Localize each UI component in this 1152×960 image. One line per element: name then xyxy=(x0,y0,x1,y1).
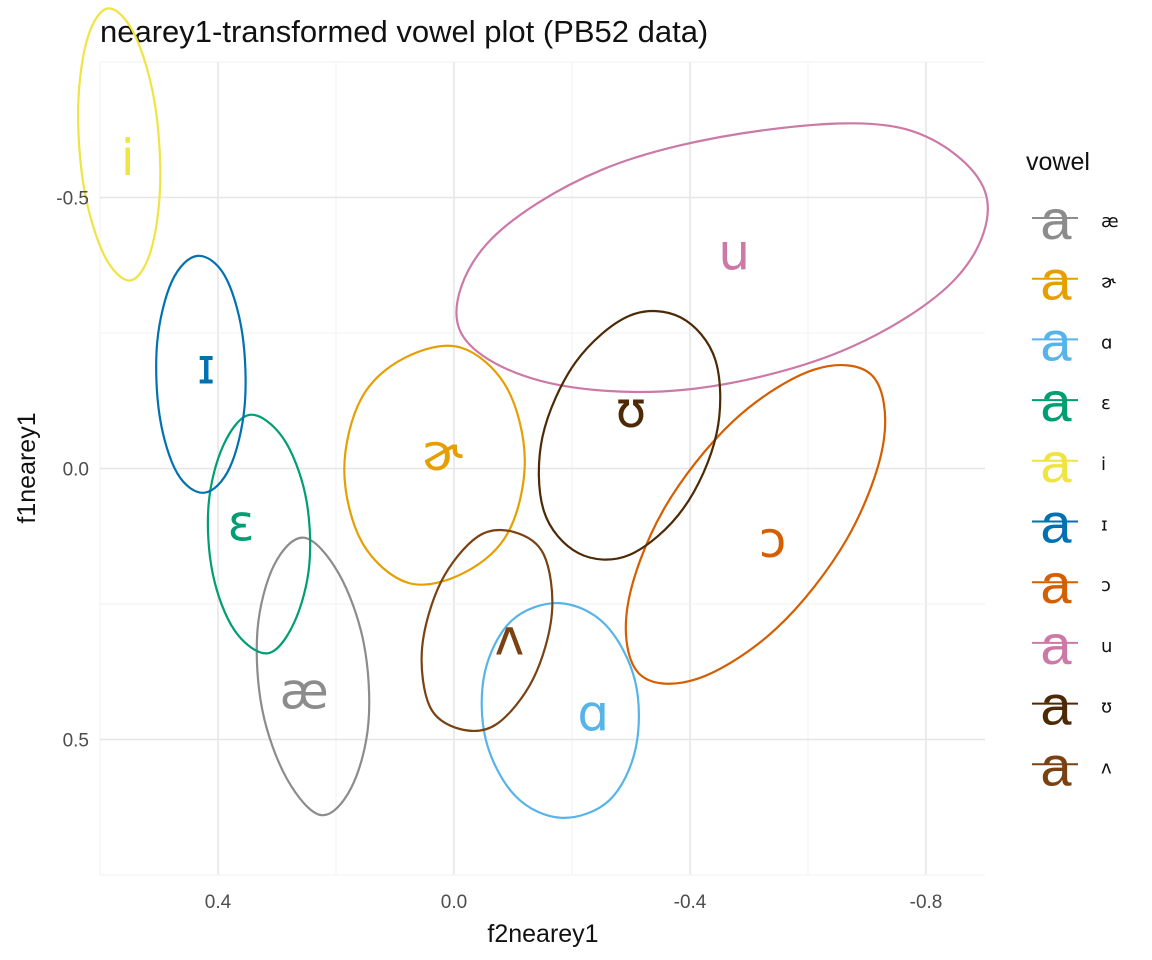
vowel-label: ʊ xyxy=(616,381,647,439)
legend-label: ɚ xyxy=(1101,272,1116,293)
x-tick-label: 0.4 xyxy=(205,892,232,913)
y-tick-label: 0.0 xyxy=(63,460,89,481)
vowel-label: ɚ xyxy=(422,424,463,482)
legend-label: ʌ xyxy=(1101,757,1112,778)
legend-key-glyph: a xyxy=(1040,734,1072,797)
vowel-label: i xyxy=(121,129,135,187)
vowel-ellipse xyxy=(480,601,640,819)
ellipse-layer xyxy=(77,7,989,819)
legend-label: ʊ xyxy=(1101,697,1112,718)
vowel-label: ɪ xyxy=(197,338,216,396)
y-axis-title: f1nearey1 xyxy=(13,412,41,523)
x-axis-title: f2nearey1 xyxy=(487,920,598,948)
vowel-ellipse xyxy=(255,536,371,817)
vowel-label: u xyxy=(718,224,750,282)
legend: a æ a ɚ a ɑ a ɛ a i a ɪ a ɔ a u a ʊ a ʌ xyxy=(1032,188,1119,797)
legend-key-glyph: a xyxy=(1040,370,1072,433)
legend-key-glyph: a xyxy=(1040,613,1072,676)
vowel-label: ɔ xyxy=(759,511,786,569)
vowel-label: ʌ xyxy=(495,609,525,667)
x-tick-label: -0.8 xyxy=(910,892,943,913)
y-tick-label: 0.5 xyxy=(63,731,89,752)
legend-key-glyph: a xyxy=(1040,674,1072,737)
grid xyxy=(99,61,985,876)
legend-key-glyph: a xyxy=(1040,249,1072,312)
legend-label: ɪ xyxy=(1101,515,1108,536)
tick-layer: 0.4 0.0 -0.4 -0.8 -0.5 0.0 0.5 xyxy=(56,189,942,914)
vowel-ellipse xyxy=(343,344,526,586)
vowel-ellipse xyxy=(420,528,554,733)
y-tick-label: -0.5 xyxy=(56,189,89,210)
vowel-ellipse xyxy=(624,364,887,685)
legend-key-glyph: a xyxy=(1040,188,1072,251)
legend-title: vowel xyxy=(1026,148,1090,176)
vowel-ellipse xyxy=(206,413,312,655)
vowel-label: æ xyxy=(280,663,329,721)
vowel-ellipse xyxy=(455,122,989,394)
vowel-label-layer: æ ɚ ɑ ɛ i ɪ ɔ u ʊ ʌ xyxy=(121,129,787,743)
vowel-ellipse xyxy=(77,7,162,282)
legend-label: ɔ xyxy=(1101,575,1111,596)
legend-label: u xyxy=(1101,636,1112,657)
legend-key-glyph: a xyxy=(1040,309,1072,372)
vowel-ellipse xyxy=(537,310,722,561)
legend-label: æ xyxy=(1101,211,1119,232)
legend-label: ɑ xyxy=(1101,332,1112,353)
vowel-ellipse xyxy=(155,254,247,494)
vowel-label: ɑ xyxy=(577,684,609,742)
legend-label: ɛ xyxy=(1101,393,1111,414)
legend-label: i xyxy=(1101,454,1106,475)
chart-title: nearey1-transformed vowel plot (PB52 dat… xyxy=(100,14,708,49)
legend-key-glyph: a xyxy=(1040,431,1072,494)
legend-key-glyph: a xyxy=(1040,492,1072,555)
vowel-label: ɛ xyxy=(227,495,254,553)
legend-key-glyph: a xyxy=(1040,552,1072,615)
x-tick-label: -0.4 xyxy=(674,892,707,913)
x-tick-label: 0.0 xyxy=(441,892,467,913)
